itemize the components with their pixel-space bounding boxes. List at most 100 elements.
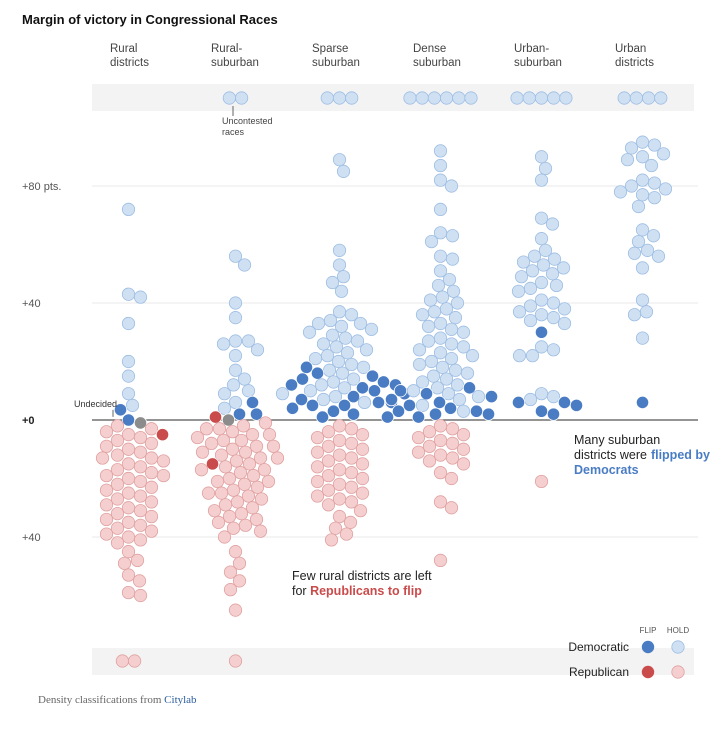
uncontested-dot (228, 654, 243, 668)
district-dot (481, 407, 496, 421)
district-dot (639, 305, 654, 319)
uncontested-dot (522, 91, 536, 105)
district-dot (204, 436, 219, 450)
district-dot (445, 451, 460, 465)
district-dot (355, 457, 370, 471)
district-dot (412, 357, 427, 372)
district-dot (133, 588, 148, 603)
district-dot (423, 293, 438, 307)
district-dot (302, 325, 317, 339)
district-dot (355, 442, 370, 456)
district-dot (245, 428, 260, 442)
district-dot (99, 483, 114, 497)
district-dot (484, 389, 499, 404)
district-dot (635, 173, 650, 187)
district-dot (534, 173, 549, 187)
district-dot (226, 378, 241, 392)
district-dot (228, 249, 243, 263)
district-dot (427, 305, 442, 319)
uncontested-dot (128, 654, 142, 668)
source-link[interactable]: Citylab (164, 694, 197, 706)
district-dot (402, 398, 417, 412)
district-dot (99, 527, 114, 541)
district-dot (332, 463, 347, 477)
district-dot (284, 378, 299, 392)
district-dot (326, 375, 341, 389)
district-dot (658, 182, 673, 196)
district-dot (133, 489, 148, 503)
uncontested-band (92, 648, 694, 675)
district-dot (364, 322, 379, 336)
district-dot (448, 311, 463, 325)
district-dot (355, 428, 370, 442)
district-dot (310, 445, 325, 459)
district-dot (245, 395, 260, 410)
district-dot (310, 474, 325, 489)
district-dot (329, 340, 344, 354)
district-dot (320, 349, 335, 363)
district-dot (435, 290, 450, 304)
uncontested-dot (115, 654, 130, 668)
district-dot (217, 401, 232, 415)
district-dot (635, 261, 650, 275)
district-dot (411, 430, 426, 445)
district-dot (225, 425, 240, 439)
district-dot (527, 249, 542, 263)
district-dot (344, 451, 359, 465)
district-dot (207, 504, 222, 518)
district-dot (316, 337, 331, 351)
annotation: Uncontested races (222, 116, 273, 137)
district-dot (444, 179, 459, 193)
district-dot (222, 471, 237, 486)
district-dot (635, 223, 650, 237)
district-dot (99, 439, 114, 453)
district-dot (133, 430, 148, 445)
district-dot (121, 428, 136, 442)
district-dot (444, 322, 459, 336)
district-dot (422, 454, 437, 468)
district-dot (332, 153, 347, 167)
district-dot (144, 524, 159, 538)
district-dot (546, 296, 561, 310)
district-dot (242, 457, 257, 471)
district-dot (557, 302, 572, 316)
category-label: Urban- (514, 43, 549, 55)
district-dot (337, 398, 352, 412)
district-dot (253, 524, 268, 538)
district-dot (433, 249, 448, 263)
district-dot (332, 258, 347, 272)
district-dot (332, 433, 347, 448)
district-dot (228, 395, 243, 410)
district-dot (216, 337, 231, 351)
district-dot (339, 527, 354, 541)
district-dot (133, 290, 148, 304)
district-dot (270, 451, 285, 465)
district-dot (311, 316, 326, 331)
district-dot (121, 530, 136, 544)
uncontested-dot (403, 91, 417, 105)
district-dot (613, 185, 628, 199)
district-dot (647, 138, 662, 152)
district-dot (511, 395, 526, 410)
district-dot (228, 311, 243, 325)
annotation-text: Many suburban (574, 433, 660, 447)
district-dot (246, 468, 261, 483)
district-dot (512, 349, 527, 363)
district-dot (462, 381, 477, 395)
undecided-label: Undecided (74, 399, 117, 409)
legend-swatch (641, 665, 655, 679)
district-dot (195, 445, 210, 459)
annotation-highlight: flipped by (651, 448, 710, 462)
district-dot (332, 419, 347, 433)
district-dot (194, 463, 209, 477)
uncontested-dot (547, 91, 561, 105)
district-dot (469, 404, 484, 418)
district-dot (205, 457, 220, 471)
district-dot (121, 387, 136, 401)
district-dot (121, 501, 136, 515)
district-dot (212, 422, 227, 436)
district-dot (233, 466, 248, 480)
district-dot (456, 428, 471, 442)
district-dot (121, 316, 136, 331)
legend-swatch (671, 640, 685, 654)
